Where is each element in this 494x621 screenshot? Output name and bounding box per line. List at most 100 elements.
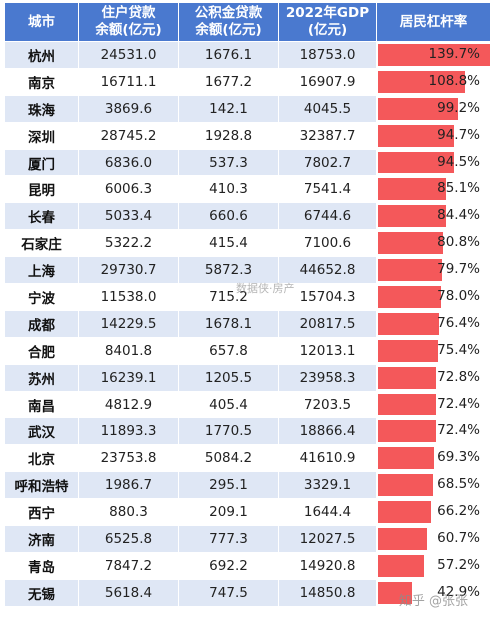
housing-loan-cell: 5322.2 — [78, 229, 179, 258]
header-housing-loan: 住户贷款 余额(亿元) — [78, 2, 179, 42]
table-row: 南京 16711.1 1677.2 16907.9 108.8% — [4, 67, 491, 96]
leverage-value: 99.2% — [437, 99, 480, 116]
leverage-bar — [378, 554, 424, 577]
gdp-cell: 32387.7 — [278, 121, 377, 150]
fund-loan-cell: 715.2 — [178, 283, 279, 311]
leverage-value: 72.8% — [437, 368, 480, 385]
table-row: 珠海 3869.6 142.1 4045.5 99.2% — [4, 94, 491, 123]
leverage-value: 78.0% — [437, 288, 480, 305]
leverage-bar — [378, 474, 433, 497]
leverage-bar — [378, 339, 438, 362]
city-cell: 上海 — [4, 256, 79, 285]
leverage-value: 94.7% — [437, 126, 480, 143]
city-cell: 青岛 — [4, 551, 79, 580]
fund-loan-cell: 209.1 — [178, 498, 279, 527]
table-row: 合肥 8401.8 657.8 12013.1 75.4% — [4, 336, 491, 365]
leverage-value: 79.7% — [437, 261, 480, 278]
leverage-cell: 78.0% — [376, 283, 491, 311]
city-cell: 北京 — [4, 444, 79, 473]
table-row: 长春 5033.4 660.6 6744.6 84.4% — [4, 202, 491, 231]
leverage-cell: 108.8% — [376, 67, 491, 96]
housing-loan-cell: 24531.0 — [78, 41, 179, 69]
gdp-cell: 7802.7 — [278, 148, 377, 177]
leverage-cell: 94.7% — [376, 121, 491, 150]
leverage-value: 94.5% — [437, 153, 480, 170]
leverage-cell: 75.4% — [376, 336, 491, 365]
gdp-cell: 14920.8 — [278, 551, 377, 580]
table-row: 宁波 11538.0 715.2 15704.3 78.0% — [4, 283, 491, 311]
fund-loan-cell: 657.8 — [178, 336, 279, 365]
leverage-bar — [378, 286, 441, 308]
leverage-bar — [378, 393, 436, 416]
leverage-cell: 66.2% — [376, 498, 491, 527]
leverage-table: 城市 住户贷款 余额(亿元) 公积金贷款 余额(亿元) 2022年GDP (亿元) 居… — [4, 2, 491, 607]
gdp-cell: 23958.3 — [278, 363, 377, 392]
leverage-value: 60.7% — [437, 530, 480, 547]
fund-loan-cell: 295.1 — [178, 471, 279, 500]
leverage-value: 85.1% — [437, 180, 480, 197]
table-body: 杭州 24531.0 1676.1 18753.0 139.7% 南京 16711.1 167… — [4, 41, 491, 607]
leverage-cell: 42.9% — [376, 578, 491, 607]
housing-loan-cell: 23753.8 — [78, 444, 179, 473]
leverage-cell: 57.2% — [376, 551, 491, 580]
city-cell: 南京 — [4, 67, 79, 96]
housing-loan-cell: 6525.8 — [78, 525, 179, 553]
housing-loan-cell: 6836.0 — [78, 148, 179, 177]
fund-loan-cell: 692.2 — [178, 551, 279, 580]
gdp-cell: 3329.1 — [278, 471, 377, 500]
leverage-bar — [378, 97, 458, 120]
leverage-value: 66.2% — [437, 503, 480, 520]
fund-loan-cell: 142.1 — [178, 94, 279, 123]
city-cell: 呼和浩特 — [4, 471, 79, 500]
city-cell: 珠海 — [4, 94, 79, 123]
table-row: 武汉 11893.3 1770.5 18866.4 72.4% — [4, 417, 491, 446]
fund-loan-cell: 747.5 — [178, 578, 279, 607]
data-table-container: 城市 住户贷款 余额(亿元) 公积金贷款 余额(亿元) 2022年GDP (亿元) 居… — [4, 2, 491, 607]
leverage-bar — [378, 259, 442, 282]
housing-loan-cell: 16711.1 — [78, 67, 179, 96]
leverage-value: 80.8% — [437, 234, 480, 251]
leverage-cell: 69.3% — [376, 444, 491, 473]
watermark-center: 数据侠·房产 — [236, 282, 295, 295]
gdp-cell: 12027.5 — [278, 525, 377, 553]
leverage-value: 84.4% — [437, 207, 480, 224]
housing-loan-cell: 16239.1 — [78, 363, 179, 392]
fund-loan-cell: 5084.2 — [178, 444, 279, 473]
table-row: 呼和浩特 1986.7 295.1 3329.1 68.5% — [4, 471, 491, 500]
fund-loan-cell: 777.3 — [178, 525, 279, 553]
housing-loan-cell: 8401.8 — [78, 336, 179, 365]
housing-loan-cell: 11893.3 — [78, 417, 179, 446]
header-row: 城市 住户贷款 余额(亿元) 公积金贷款 余额(亿元) 2022年GDP (亿元) 居… — [4, 2, 491, 42]
leverage-value: 68.5% — [437, 476, 480, 493]
fund-loan-cell: 1770.5 — [178, 417, 279, 446]
table-row: 上海 29730.7 5872.3 44652.8 79.7% — [4, 256, 491, 285]
leverage-bar — [378, 366, 436, 389]
gdp-cell: 1644.4 — [278, 498, 377, 527]
table-row: 苏州 16239.1 1205.5 23958.3 72.8% — [4, 363, 491, 392]
leverage-cell: 76.4% — [376, 309, 491, 338]
gdp-cell: 16907.9 — [278, 67, 377, 96]
leverage-bar — [378, 232, 443, 255]
city-cell: 济南 — [4, 525, 79, 553]
header-leverage: 居民杠杆率 — [376, 2, 491, 42]
fund-loan-cell: 1205.5 — [178, 363, 279, 392]
gdp-cell: 18866.4 — [278, 417, 377, 446]
fund-loan-cell: 410.3 — [178, 175, 279, 204]
watermark-corner: 知乎 @张张 — [398, 594, 468, 609]
table-row: 深圳 28745.2 1928.8 32387.7 94.7% — [4, 121, 491, 150]
gdp-cell: 20817.5 — [278, 309, 377, 338]
gdp-cell: 7100.6 — [278, 229, 377, 258]
table-row: 青岛 7847.2 692.2 14920.8 57.2% — [4, 551, 491, 580]
leverage-cell: 79.7% — [376, 256, 491, 285]
table-row: 无锡 5618.4 747.5 14850.8 42.9% — [4, 578, 491, 607]
leverage-cell: 72.8% — [376, 363, 491, 392]
table-row: 成都 14229.5 1678.1 20817.5 76.4% — [4, 309, 491, 338]
fund-loan-cell: 1677.2 — [178, 67, 279, 96]
city-cell: 昆明 — [4, 175, 79, 204]
city-cell: 南昌 — [4, 390, 79, 419]
leverage-cell: 84.4% — [376, 202, 491, 231]
table-row: 昆明 6006.3 410.3 7541.4 85.1% — [4, 175, 491, 204]
gdp-cell: 7203.5 — [278, 390, 377, 419]
city-cell: 成都 — [4, 309, 79, 338]
leverage-bar — [378, 501, 431, 524]
